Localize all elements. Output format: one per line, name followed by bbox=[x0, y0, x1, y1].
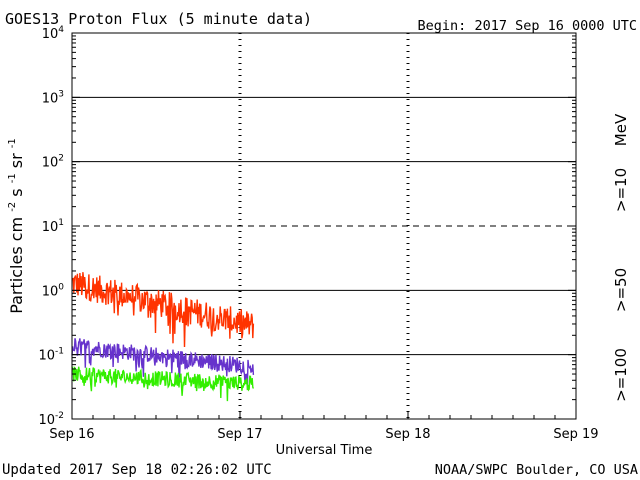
y-axis-label: Particles cm -2 s -1 sr -1 bbox=[0, 138, 26, 314]
footer-source: NOAA/SWPC Boulder, CO USA bbox=[435, 462, 638, 478]
y-tick-exp-1: 3 bbox=[58, 89, 64, 99]
y-tick-exp-4: 0 bbox=[58, 282, 64, 292]
y-tick-label-2: 102 bbox=[42, 154, 64, 171]
y-label-main: Particles cm bbox=[7, 217, 26, 314]
y-tick-base-3: 10 bbox=[42, 220, 59, 235]
y-label-exp-2: -1 bbox=[7, 173, 18, 183]
y-tick-base-1: 10 bbox=[42, 91, 59, 106]
x-tick-label-1: Sep 17 bbox=[217, 427, 262, 442]
y-tick-exp-2: 2 bbox=[58, 154, 64, 164]
y-tick-exp-5: -1 bbox=[55, 347, 64, 357]
y-tick-label-5: 10-1 bbox=[38, 347, 64, 364]
grid-lines bbox=[72, 33, 576, 419]
series-line-2 bbox=[71, 366, 255, 402]
legend-entry-2: >=100 bbox=[612, 348, 630, 402]
y-axis-label-text: Particles cm -2 s -1 sr -1 bbox=[0, 138, 26, 314]
legend-entry-0: >=10 bbox=[612, 168, 630, 212]
y-label-sr: sr bbox=[7, 153, 26, 168]
y-tick-base-6: 10 bbox=[38, 413, 55, 428]
y-tick-label-3: 101 bbox=[42, 218, 64, 235]
footer-updated: Updated 2017 Sep 18 02:26:02 UTC bbox=[2, 462, 272, 478]
y-tick-base-5: 10 bbox=[38, 349, 55, 364]
y-label-exp-1: -2 bbox=[7, 202, 18, 212]
y-tick-label-0: 104 bbox=[42, 25, 65, 42]
series-line-0 bbox=[71, 272, 255, 348]
chart-title: GOES13 Proton Flux (5 minute data) bbox=[5, 10, 312, 28]
y-tick-exp-6: -2 bbox=[55, 411, 64, 421]
y-label-s: s bbox=[7, 188, 26, 196]
series-line-1 bbox=[71, 338, 255, 387]
x-axis: Sep 16 Sep 17 Sep 18 Sep 19 bbox=[49, 411, 599, 442]
y-tick-exp-3: 1 bbox=[58, 218, 64, 228]
x-tick-label-3: Sep 19 bbox=[553, 427, 598, 442]
begin-label: Begin: 2017 Sep 16 0000 UTC bbox=[418, 18, 637, 34]
legend-entry-1: >=50 bbox=[612, 268, 630, 312]
x-tick-label-2: Sep 18 bbox=[385, 427, 430, 442]
y-tick-label-1: 103 bbox=[42, 89, 64, 106]
y-tick-base-4: 10 bbox=[42, 284, 59, 299]
x-axis-label: Universal Time bbox=[276, 443, 373, 458]
y-tick-label-6: 10-2 bbox=[38, 411, 64, 428]
y-tick-base-2: 10 bbox=[42, 156, 59, 171]
legend: MeV >=10 >=50 >=100 bbox=[612, 113, 630, 402]
y-label-exp-3: -1 bbox=[7, 138, 18, 148]
series-group bbox=[71, 272, 255, 402]
x-tick-label-0: Sep 16 bbox=[49, 427, 94, 442]
legend-units: MeV bbox=[612, 113, 630, 146]
y-tick-exp-0: 4 bbox=[58, 25, 64, 35]
y-tick-label-4: 100 bbox=[42, 282, 65, 299]
y-tick-base-0: 10 bbox=[42, 27, 59, 42]
